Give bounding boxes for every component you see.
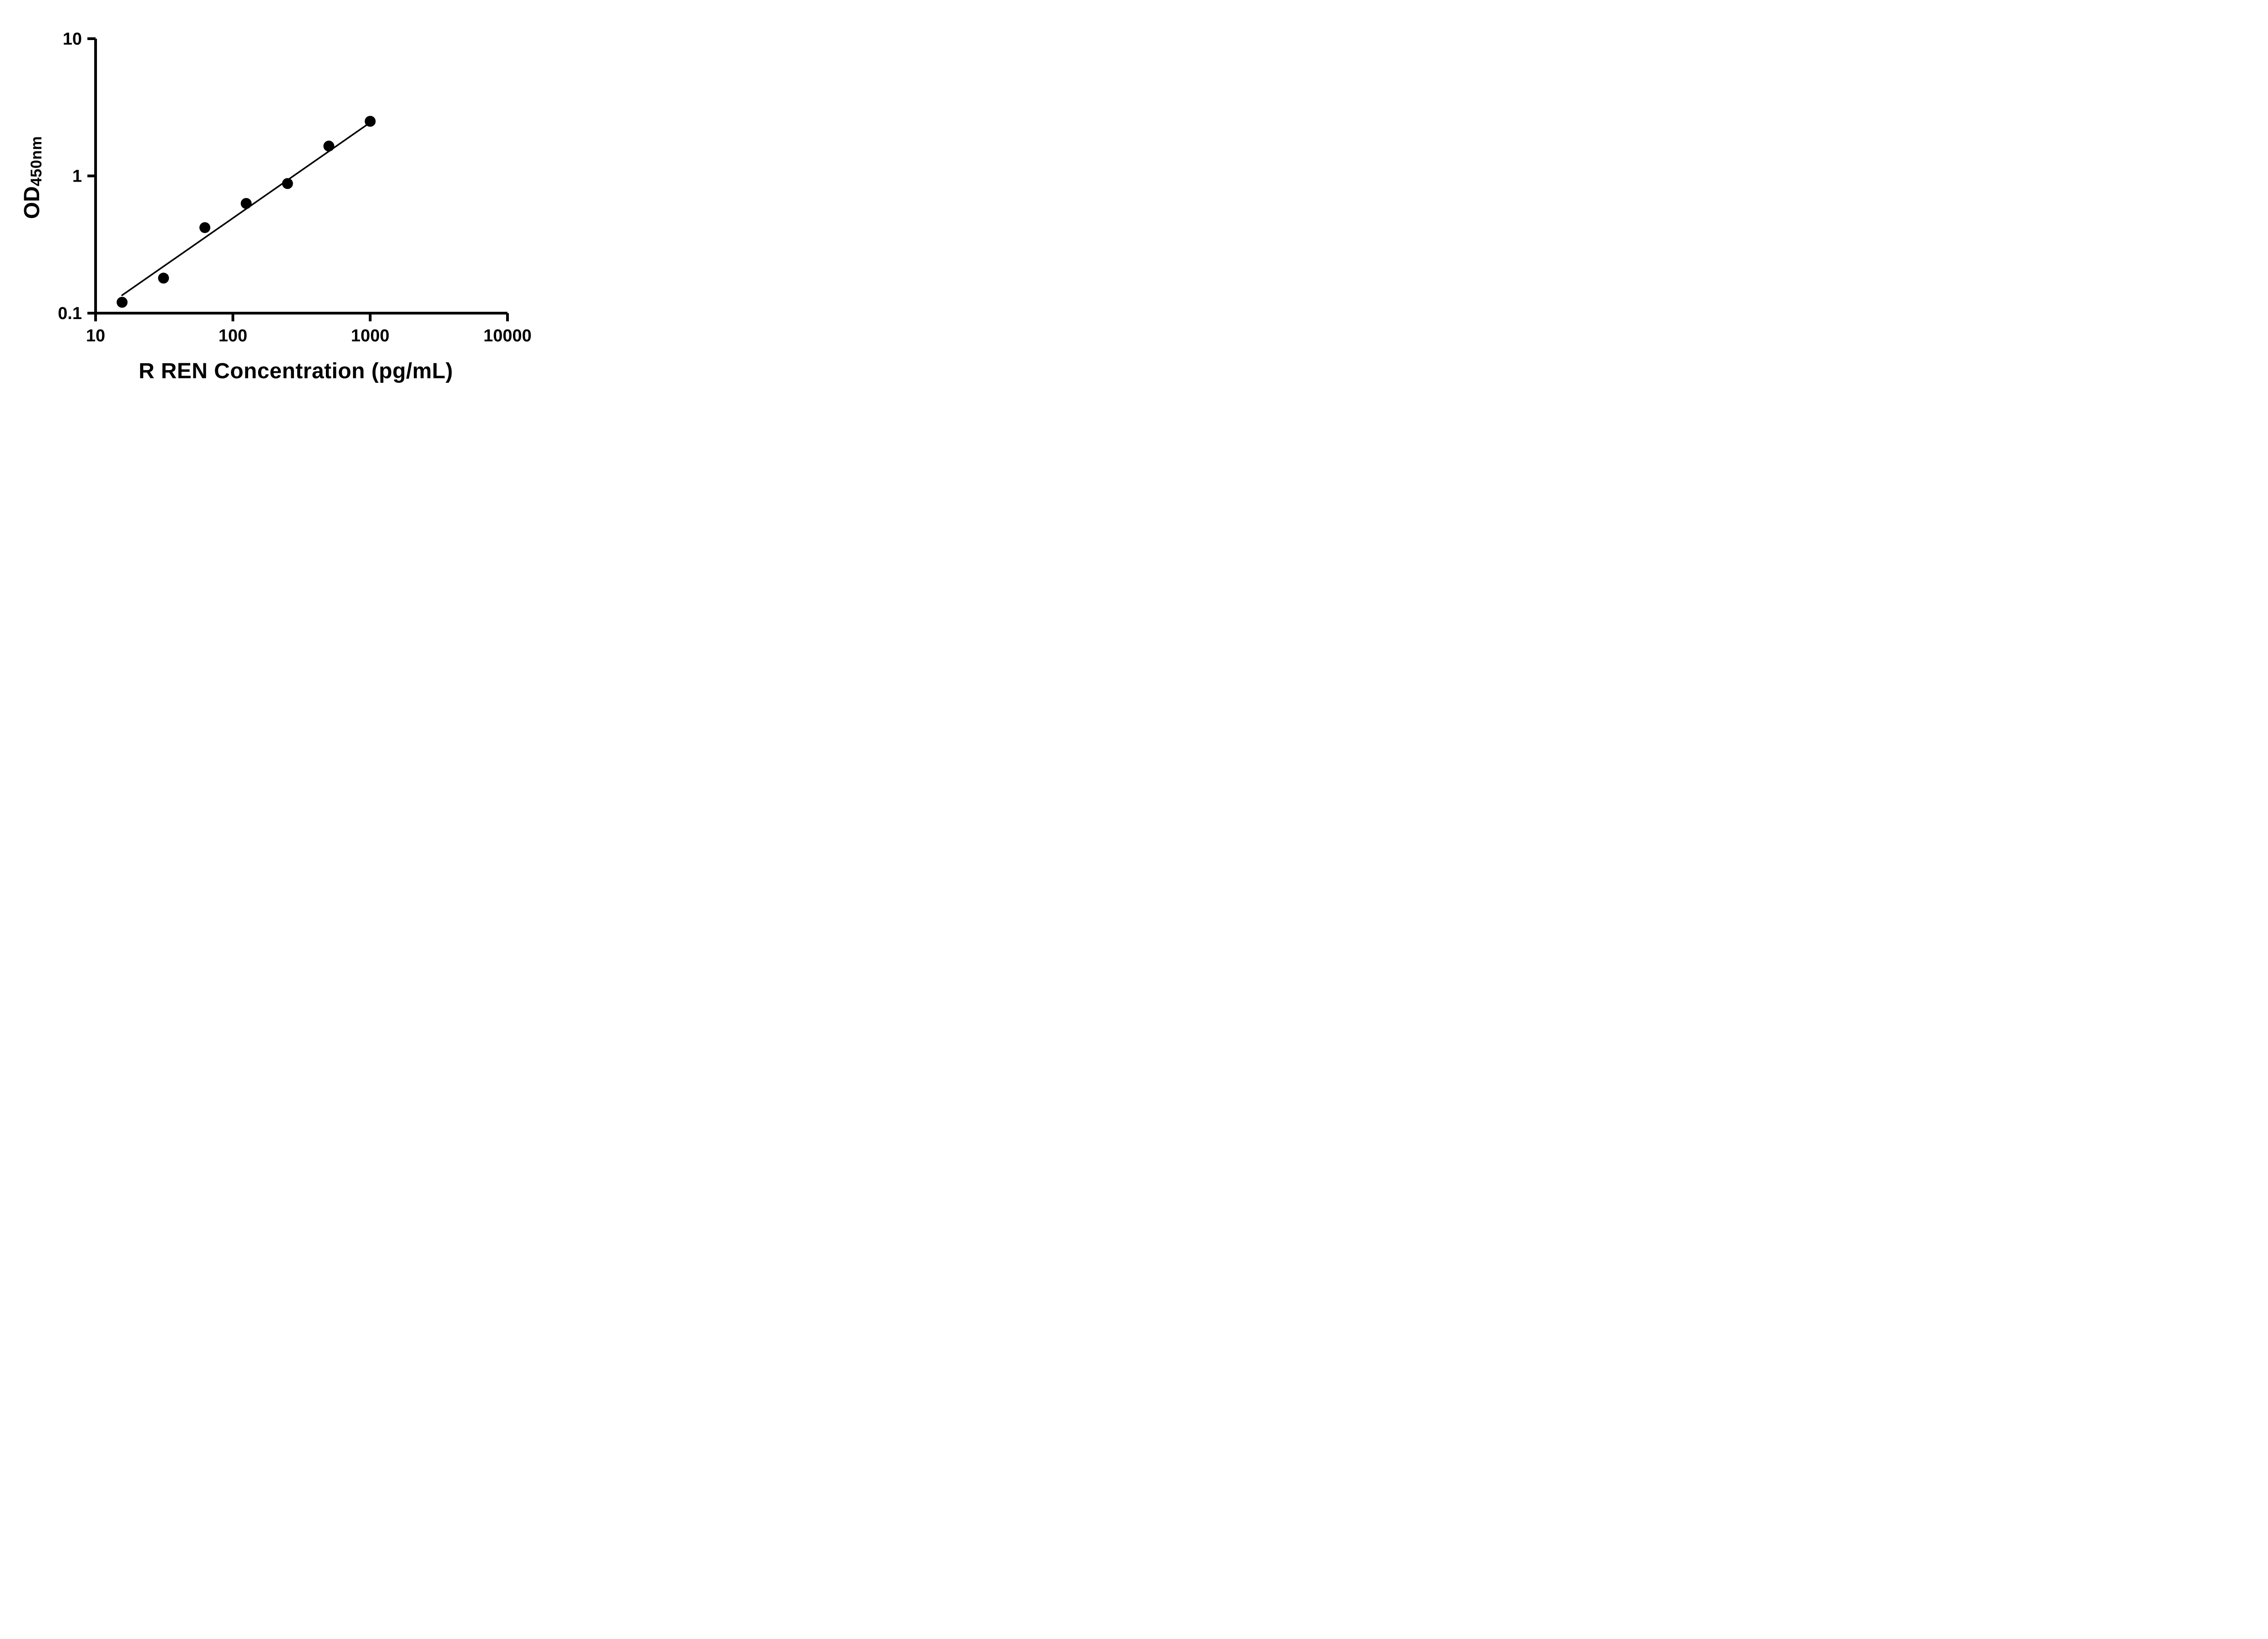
y-axis-title-sub: 450nm — [27, 136, 45, 187]
x-axis-title: R REN Concentration (pg/mL) — [138, 359, 453, 383]
y-axis-title: OD 450nm — [14, 86, 50, 269]
data-point — [282, 178, 293, 189]
y-tick-label: 10 — [63, 30, 82, 49]
data-point — [323, 140, 335, 152]
x-tick-label: 100 — [218, 326, 247, 345]
y-tick-label: 1 — [72, 167, 82, 186]
y-tick-label: 0.1 — [58, 304, 82, 323]
data-point — [240, 198, 252, 209]
data-point — [158, 273, 169, 284]
chart-svg: 10 100 1000 10000 0.1 1 10 — [58, 30, 532, 345]
x-tick-label: 1000 — [351, 326, 390, 345]
x-tick-label: 10000 — [483, 326, 532, 345]
y-axis-title-main: OD — [20, 186, 44, 219]
standard-curve-chart: 10 100 1000 10000 0.1 1 10 OD 450nm R REN Conce… — [0, 0, 567, 410]
data-point — [117, 297, 128, 308]
data-point — [365, 116, 376, 127]
data-point — [199, 222, 211, 233]
x-tick-label: 10 — [86, 326, 105, 345]
axis-lines — [94, 39, 507, 315]
